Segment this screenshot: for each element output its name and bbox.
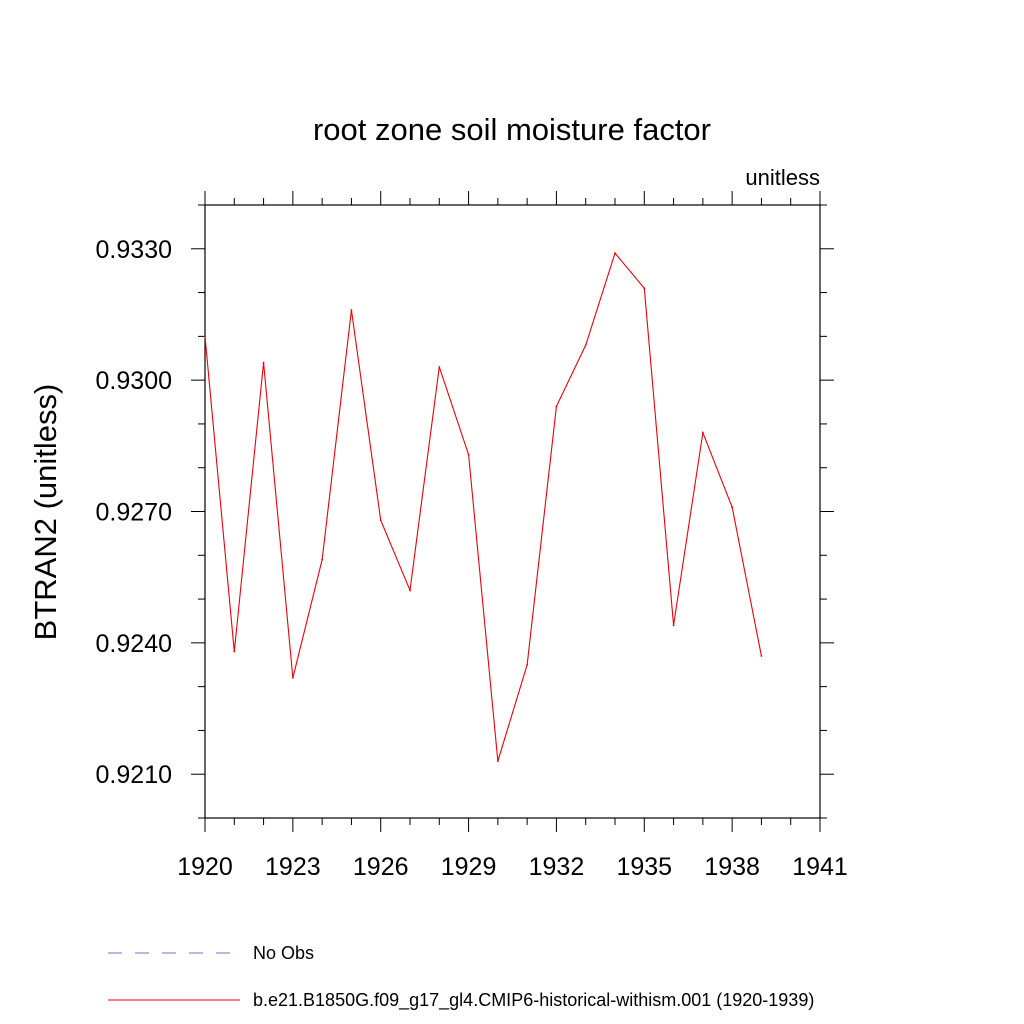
data-point — [438, 366, 441, 368]
legend-label: No Obs — [253, 943, 314, 963]
data-point — [731, 506, 734, 509]
data-point — [760, 655, 763, 657]
x-tick-label: 1926 — [353, 853, 409, 881]
data-point — [233, 650, 236, 653]
data-point — [409, 589, 411, 592]
x-axis: 1920 1923 1926 1929 1932 1935 1938 1941 — [177, 191, 848, 881]
data-point — [467, 453, 470, 456]
data-point — [614, 252, 616, 255]
chart-units-label: unitless — [745, 165, 820, 190]
series-line — [204, 252, 762, 762]
x-tick-label: 1923 — [265, 853, 321, 881]
data-point — [643, 287, 646, 290]
data-point — [555, 405, 558, 408]
series-layer — [204, 252, 763, 762]
x-tick-label: 1935 — [616, 853, 672, 881]
legend: No Obs b.e21.B1850G.f09_g17_gl4.CMIP6-his… — [108, 943, 814, 1011]
x-tick-label: 1941 — [792, 853, 848, 881]
chart-title: root zone soil moisture factor — [313, 112, 711, 147]
y-axis-label: BTRAN2 (unitless) — [28, 384, 63, 641]
plot-border — [204, 204, 821, 819]
x-tick-label: 1938 — [704, 853, 760, 881]
data-point — [204, 335, 206, 338]
legend-label: b.e21.B1850G.f09_g17_gl4.CMIP6-historica… — [253, 990, 814, 1011]
plot-frame — [204, 204, 821, 819]
data-point — [672, 624, 675, 627]
y-axis: 0.9210 0.9240 0.9270 0.9300 0.9330 — [96, 204, 834, 819]
data-point — [526, 663, 529, 666]
data-point — [262, 361, 265, 364]
data-point — [350, 309, 353, 311]
y-tick-label: 0.9330 — [96, 236, 172, 264]
data-point — [291, 676, 294, 679]
y-tick-label: 0.9300 — [96, 367, 172, 395]
y-tick-label: 0.9210 — [96, 761, 172, 789]
x-tick-label: 1929 — [441, 853, 497, 881]
data-point — [321, 558, 324, 561]
y-tick-label: 0.9270 — [96, 499, 172, 527]
data-point — [496, 760, 499, 762]
x-tick-label: 1920 — [177, 853, 233, 881]
data-point — [701, 431, 704, 434]
x-tick-label: 1932 — [529, 853, 585, 881]
data-point — [584, 344, 587, 347]
y-tick-label: 0.9240 — [96, 630, 172, 658]
data-point — [379, 519, 382, 522]
